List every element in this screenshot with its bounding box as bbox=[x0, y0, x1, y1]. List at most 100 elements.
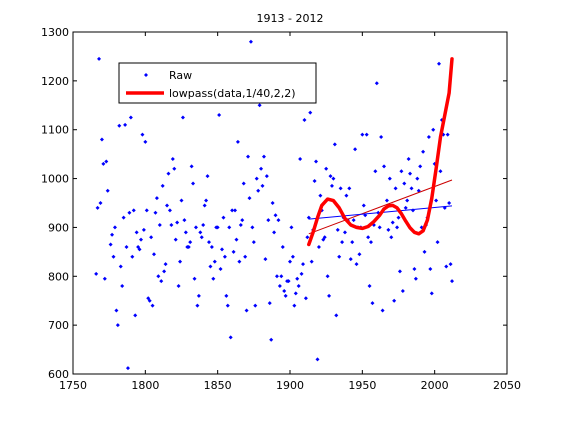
data-point bbox=[189, 164, 194, 169]
data-point bbox=[267, 301, 272, 306]
data-point bbox=[196, 293, 201, 298]
data-point bbox=[259, 166, 264, 171]
data-point bbox=[110, 232, 115, 237]
data-point bbox=[235, 139, 240, 144]
data-point bbox=[289, 225, 294, 230]
data-point bbox=[104, 159, 109, 164]
data-point bbox=[178, 259, 183, 264]
data-point bbox=[298, 157, 303, 162]
data-point bbox=[234, 237, 239, 242]
legend-label-raw: Raw bbox=[169, 69, 192, 82]
data-point bbox=[316, 244, 321, 249]
data-point bbox=[248, 39, 253, 44]
data-point bbox=[374, 81, 379, 86]
data-point bbox=[334, 313, 339, 318]
data-point bbox=[205, 174, 210, 179]
data-point bbox=[348, 257, 353, 262]
data-point bbox=[390, 220, 395, 225]
data-point bbox=[165, 203, 170, 208]
data-point bbox=[108, 242, 113, 247]
data-point bbox=[296, 284, 301, 289]
data-point bbox=[175, 220, 180, 225]
data-point bbox=[403, 205, 408, 210]
data-point bbox=[384, 198, 389, 203]
data-point bbox=[121, 215, 126, 220]
data-point bbox=[173, 237, 178, 242]
data-point bbox=[101, 161, 106, 166]
data-point bbox=[373, 169, 378, 174]
data-point bbox=[157, 222, 162, 227]
data-point bbox=[198, 230, 203, 235]
data-point bbox=[179, 198, 184, 203]
data-point bbox=[273, 213, 278, 218]
data-point bbox=[241, 181, 246, 186]
data-point bbox=[260, 183, 265, 188]
data-point bbox=[286, 279, 291, 284]
data-point bbox=[193, 225, 198, 230]
data-point bbox=[397, 269, 402, 274]
data-point bbox=[183, 230, 188, 235]
data-point bbox=[118, 264, 123, 269]
x-tick-label: 1850 bbox=[204, 379, 232, 392]
data-point bbox=[140, 132, 145, 137]
data-point bbox=[312, 179, 317, 184]
data-point bbox=[418, 164, 423, 169]
data-point bbox=[382, 164, 387, 169]
x-tick-label: 1900 bbox=[276, 379, 304, 392]
data-point bbox=[266, 218, 271, 223]
data-point bbox=[112, 225, 117, 230]
data-point bbox=[130, 254, 135, 259]
legend-label-lowpass: lowpass(data,1/40,2,2) bbox=[169, 87, 296, 100]
trend-line bbox=[308, 179, 453, 235]
data-point bbox=[270, 201, 275, 205]
data-point bbox=[250, 225, 255, 230]
data-point bbox=[393, 186, 398, 191]
data-point bbox=[215, 225, 220, 230]
data-point bbox=[272, 230, 277, 235]
data-point bbox=[201, 222, 206, 227]
data-point bbox=[97, 56, 102, 61]
data-point bbox=[366, 235, 371, 240]
data-point bbox=[322, 235, 327, 240]
data-point bbox=[123, 122, 128, 127]
data-point bbox=[351, 218, 356, 223]
data-point bbox=[246, 154, 251, 159]
data-point bbox=[309, 259, 314, 264]
data-point bbox=[225, 303, 230, 308]
data-point bbox=[370, 301, 375, 306]
data-point bbox=[256, 188, 261, 193]
data-point bbox=[141, 227, 146, 232]
data-point bbox=[188, 240, 193, 245]
data-point bbox=[353, 147, 358, 152]
data-point bbox=[163, 262, 168, 267]
data-point bbox=[114, 308, 119, 313]
data-point bbox=[170, 157, 175, 162]
data-point bbox=[318, 193, 323, 198]
data-point bbox=[264, 174, 269, 179]
data-point bbox=[238, 222, 243, 227]
data-point bbox=[409, 186, 414, 191]
data-point bbox=[426, 135, 431, 140]
x-tick-label: 1750 bbox=[59, 379, 87, 392]
chart-title: 1913 - 2012 bbox=[257, 12, 324, 25]
data-point bbox=[438, 169, 443, 174]
data-point bbox=[102, 276, 107, 281]
data-point bbox=[105, 188, 110, 193]
data-point bbox=[192, 276, 197, 281]
data-point bbox=[263, 257, 268, 262]
data-point bbox=[128, 115, 133, 120]
data-point bbox=[429, 291, 434, 296]
y-tick-label: 800 bbox=[48, 270, 69, 283]
data-point bbox=[295, 276, 300, 281]
data-point bbox=[160, 183, 165, 188]
data-point bbox=[337, 254, 342, 259]
data-point bbox=[134, 230, 139, 235]
data-point bbox=[415, 176, 420, 181]
data-point bbox=[435, 240, 440, 245]
data-point bbox=[301, 262, 306, 267]
data-point bbox=[209, 244, 214, 249]
data-point bbox=[299, 271, 304, 276]
y-tick-label: 1100 bbox=[41, 124, 69, 137]
legend-box bbox=[118, 62, 317, 104]
